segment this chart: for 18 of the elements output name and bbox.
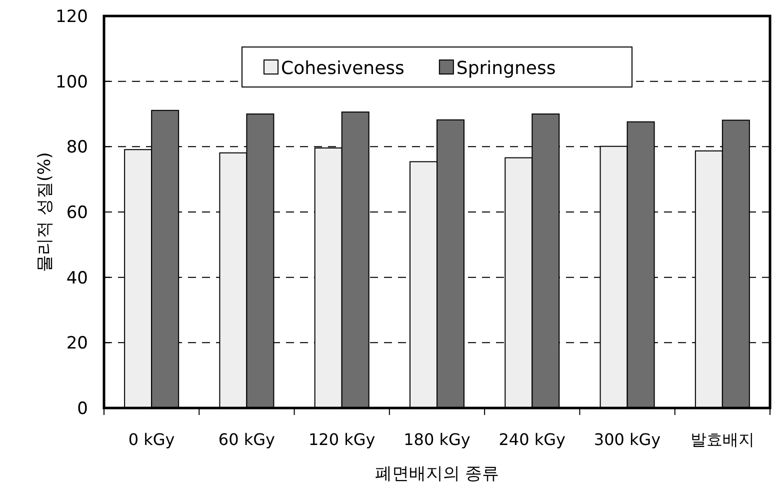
x-tick-label: 240 kGy (498, 430, 566, 449)
y-tick-label: 40 (66, 268, 88, 288)
y-tick-label: 60 (66, 203, 88, 223)
x-tick-label: 180 kGy (404, 430, 470, 449)
x-tick-label: 120 kGy (308, 430, 376, 449)
x-tick-label: 60 kGy (218, 430, 276, 449)
y-tick-label: 20 (66, 334, 88, 354)
x-axis-title: 폐면배지의 종류 (374, 464, 500, 484)
legend-label: Springness (456, 58, 556, 79)
y-tick-label: 100 (56, 72, 88, 92)
legend-label: Cohesiveness (281, 58, 404, 79)
x-tick-label: 0 kGy (128, 430, 175, 449)
y-axis-title: 물리적 성질(%) (35, 152, 55, 272)
x-tick-label: 300 kGy (594, 430, 661, 449)
x-tick-label: 발효배지 (690, 430, 754, 449)
y-tick-label: 0 (77, 399, 88, 419)
y-tick-label: 120 (56, 7, 88, 27)
y-tick-label: 80 (66, 138, 88, 158)
